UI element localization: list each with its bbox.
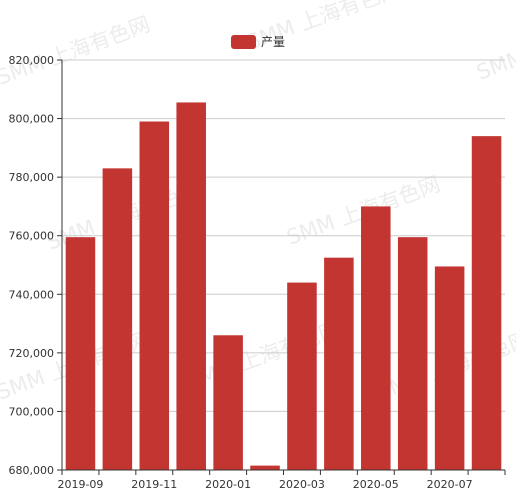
y-tick-label: 820,000 — [9, 54, 55, 67]
x-tick-label: 2020-01 — [205, 478, 251, 491]
bar-2020-06[interactable] — [397, 237, 428, 470]
bar-2020-08[interactable] — [471, 136, 502, 470]
watermark-text: SMM 上海有色网 — [184, 317, 344, 395]
y-tick-label: 800,000 — [9, 113, 55, 126]
watermark-text: SMM 上海有色网 — [0, 12, 153, 90]
bar-2019-12[interactable] — [176, 102, 206, 470]
gridlines — [62, 59, 505, 412]
bar-2020-02[interactable] — [250, 465, 280, 470]
bar-2020-07[interactable] — [434, 266, 465, 470]
y-tick-label: 680,000 — [9, 464, 55, 477]
y-tick-label: 740,000 — [9, 288, 55, 301]
bar-2019-10[interactable] — [102, 168, 133, 470]
x-tick-label: 2019-11 — [131, 478, 177, 491]
bar-2020-04[interactable] — [324, 257, 354, 470]
axes: 680,000 700,000 720,000 740,000 760,000 780,0… — [9, 54, 506, 491]
x-tick-label: 2020-07 — [427, 478, 473, 491]
legend[interactable]: 产量 — [231, 35, 285, 49]
bar-2019-09[interactable] — [65, 237, 96, 470]
y-tick-label: 760,000 — [9, 230, 55, 243]
bar-2020-01[interactable] — [213, 335, 243, 470]
bar-2020-05[interactable] — [361, 206, 391, 470]
y-tick-label: 720,000 — [9, 347, 55, 360]
y-tick-label: 780,000 — [9, 171, 55, 184]
legend-label[interactable]: 产量 — [261, 35, 285, 49]
y-tick-label: 700,000 — [9, 405, 55, 418]
bar-2019-11[interactable] — [139, 121, 170, 471]
x-tick-label: 2020-03 — [279, 478, 325, 491]
watermark-text: SMM 上海有色网 — [474, 7, 516, 85]
x-tick-label: 2019-09 — [57, 478, 103, 491]
bar-2020-03[interactable] — [287, 282, 317, 470]
bar-series — [65, 102, 502, 471]
legend-swatch[interactable] — [231, 35, 256, 49]
x-tick-label: 2020-05 — [353, 478, 399, 491]
